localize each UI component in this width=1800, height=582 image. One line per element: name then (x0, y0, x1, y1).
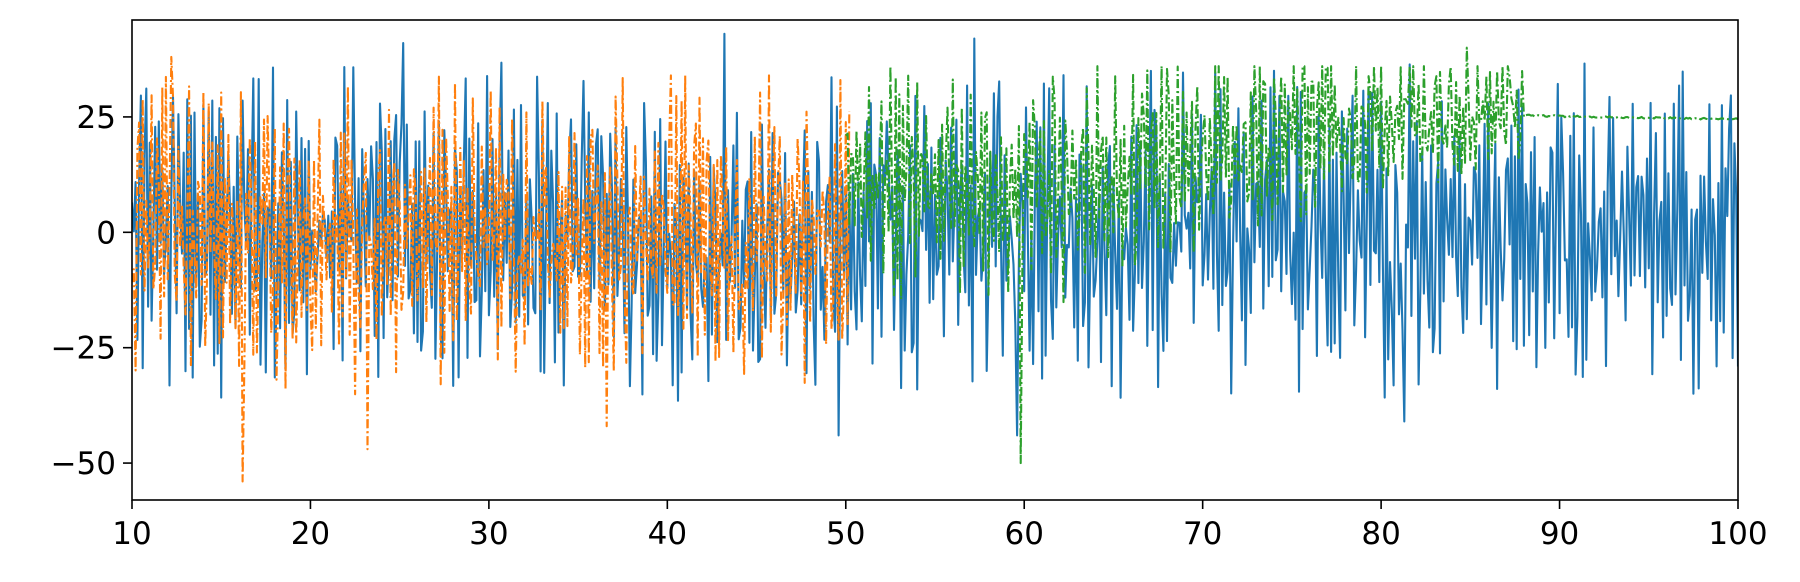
x-tick-label: 20 (291, 516, 330, 552)
x-tick-label: 100 (1708, 516, 1767, 552)
y-tick-label: 0 (96, 215, 116, 251)
plot-frame (131, 19, 1739, 501)
series-line-2 (132, 55, 851, 483)
y-tick-label: 25 (77, 100, 116, 136)
series-line-3 (845, 46, 1738, 465)
x-tick-label: 40 (648, 516, 687, 552)
x-tick-label: 90 (1540, 516, 1579, 552)
series-layer (132, 32, 1738, 483)
x-tick-label: 50 (826, 516, 865, 552)
y-axis: 25 0 −25 −50 (51, 100, 132, 482)
y-tick-label: −50 (51, 446, 116, 482)
series-line-1 (132, 32, 1738, 437)
x-tick-label: 60 (1004, 516, 1043, 552)
x-tick-label: 70 (1183, 516, 1222, 552)
x-tick-label: 10 (112, 516, 151, 552)
y-tick-label: −25 (51, 331, 116, 367)
x-tick-label: 80 (1361, 516, 1400, 552)
x-tick-label: 30 (469, 516, 508, 552)
x-axis: 10 20 30 40 50 60 70 80 90 100 (112, 500, 1768, 552)
